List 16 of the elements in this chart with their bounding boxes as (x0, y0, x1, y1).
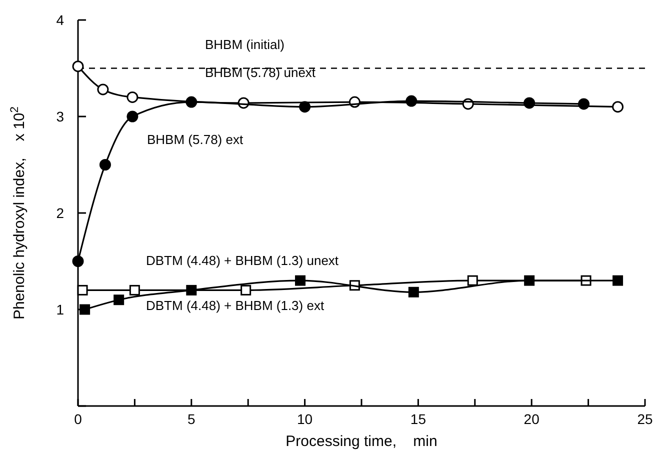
x-tick-label: 25 (637, 411, 653, 427)
x-tick-label: 15 (410, 411, 426, 427)
x-tick-label: 5 (188, 411, 196, 427)
y-tick-label: 4 (56, 12, 64, 28)
x-tick-label: 20 (524, 411, 540, 427)
annotation: BHBM (5.78) ext (147, 132, 244, 147)
annotation: BHBM (5.78) unext (205, 65, 316, 80)
y-tick-label: 1 (56, 302, 64, 318)
y-tick-label: 3 (56, 108, 64, 124)
annotation: DBTM (4.48) + BHBM (1.3) ext (146, 298, 324, 313)
annotation: DBTM (4.48) + BHBM (1.3) unext (146, 253, 339, 268)
x-tick-label: 0 (74, 411, 82, 427)
annotation: BHBM (initial) (205, 37, 284, 52)
y-tick-label: 2 (56, 205, 64, 221)
x-tick-label: 10 (297, 411, 313, 427)
x-axis-title: Processing time, min (286, 433, 438, 450)
